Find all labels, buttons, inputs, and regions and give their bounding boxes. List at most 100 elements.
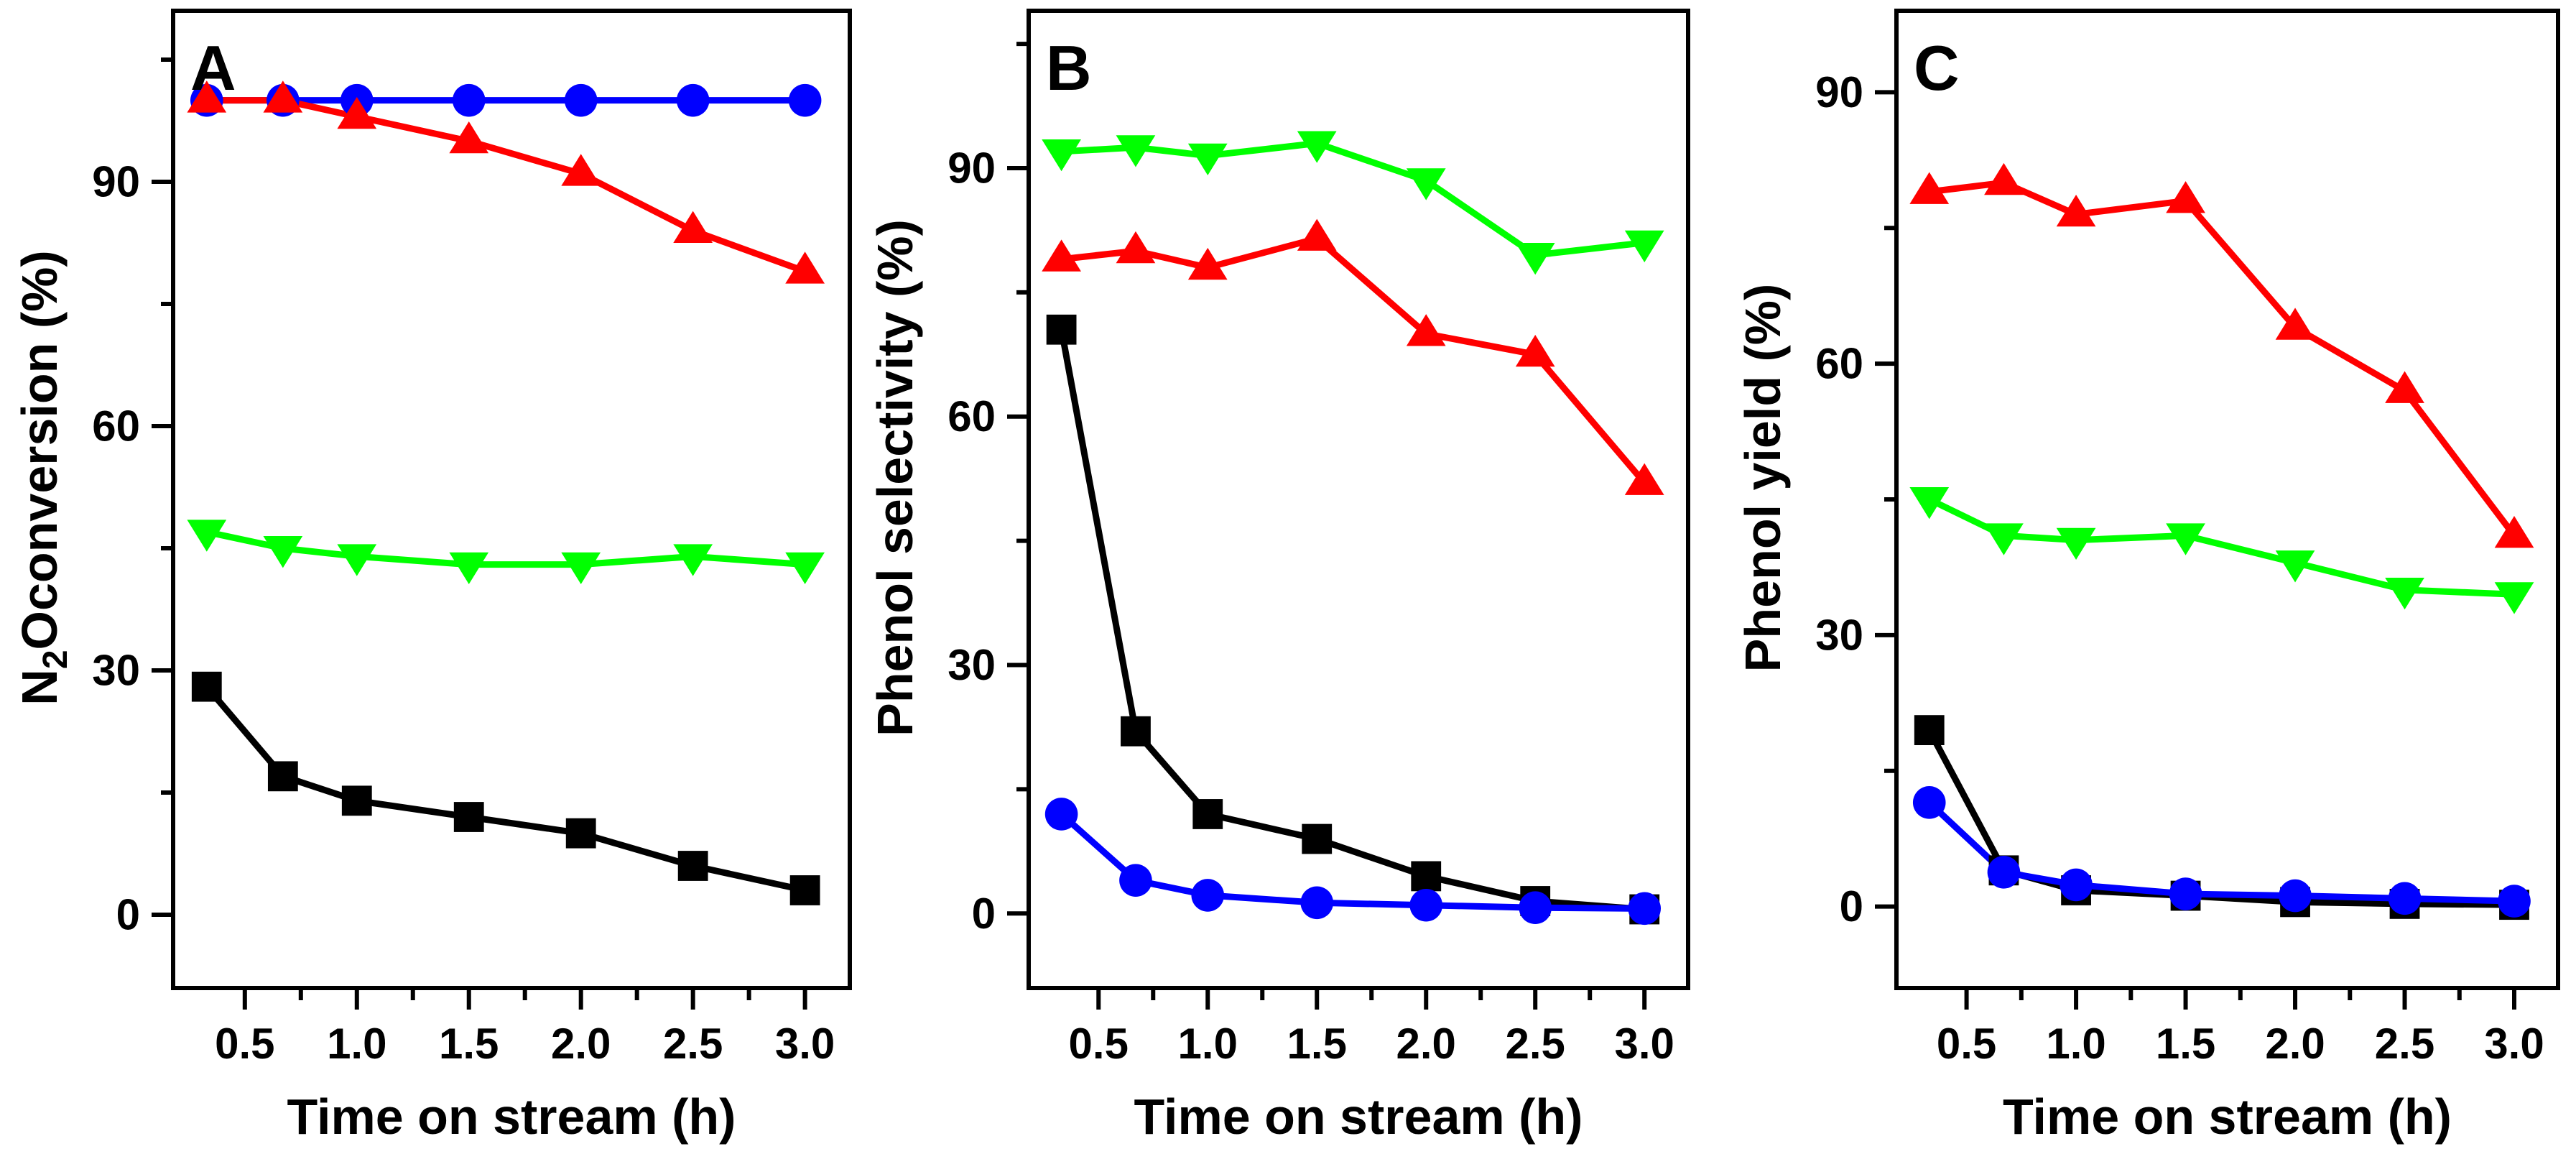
panel-a-black-square-point <box>453 802 484 832</box>
panel-c-red-triangle-up-point <box>2275 308 2315 340</box>
panel-b-green-triangle-down-point <box>1297 131 1337 163</box>
panel-c: 0 30 60 90 0.5 1.0 1.5 2.0 2.5 3.0 C Time on str… <box>1735 9 2560 1145</box>
panel-a-x-axis-label: Time on stream (h) <box>287 1089 736 1145</box>
panel-c-x-tick-label: 2.0 <box>2265 1020 2325 1068</box>
panel-b-y-tick-label: 30 <box>948 641 996 689</box>
panel-c-x-tick-label: 2.5 <box>2375 1020 2434 1068</box>
panel-c-green-triangle-down-point <box>2166 523 2205 555</box>
panel-c-y-tick-label: 30 <box>1815 611 1863 659</box>
panel-c-red-triangle-up-series-line <box>1929 179 2517 538</box>
panel-b-green-triangle-down-point <box>1624 230 1664 263</box>
panel-b-red-triangle-up-point <box>1042 239 1081 272</box>
panel-b-x-axis-label: Time on stream (h) <box>1134 1089 1583 1145</box>
panel-c-green-triangle-down-point <box>2056 527 2096 560</box>
panel-b-red-triangle-up-series-line <box>1061 235 1647 485</box>
panel-a-red-triangle-up-point <box>561 154 601 186</box>
panel-b-y-tick-label: 60 <box>948 392 996 440</box>
panel-b-x-ticks: 0.5 1.0 1.5 2.0 2.5 3.0 <box>1069 988 1674 1068</box>
panel-b-blue-circle-point <box>1119 864 1152 897</box>
panel-b-blue-circle-series-line <box>1059 811 1645 912</box>
panel-c-x-axis-label: Time on stream (h) <box>2003 1089 2452 1145</box>
panel-a-black-square-point <box>341 785 372 816</box>
panel-a-green-triangle-down-point <box>337 544 377 576</box>
panel-a-y-ticks: 0 30 60 90 <box>92 57 173 939</box>
panel-c-y-ticks: 0 30 60 90 <box>1815 68 1896 931</box>
panel-a-green-triangle-down-point <box>449 552 489 585</box>
panel-a-frame <box>171 9 852 990</box>
panel-c-series <box>1909 162 2534 920</box>
panel-c-label: C <box>1914 32 1960 103</box>
panel-a-y-axis-label-subscript: 2 <box>37 650 75 669</box>
panel-c-blue-circle-point <box>2060 868 2093 902</box>
panel-b-blue-circle-point <box>1300 886 1334 920</box>
panel-a-x-tick-label: 3.0 <box>775 1020 835 1068</box>
panel-a-red-triangle-up-point <box>673 211 713 243</box>
panel-c-blue-circle-point <box>2169 877 2202 910</box>
panel-b-red-triangle-up-point <box>1187 247 1228 280</box>
panel-b-y-tick-label: 90 <box>948 144 996 192</box>
panel-c-red-triangle-up-point <box>2385 371 2424 403</box>
panel-b-black-square-point <box>1121 716 1151 747</box>
panel-c-green-triangle-down-point <box>2275 550 2315 583</box>
panel-a-black-square-point <box>677 851 708 881</box>
panel-a-y-axis-label-suffix: Oconversion (%) <box>11 250 68 650</box>
panel-b-red-triangle-up-point <box>1624 463 1664 495</box>
panel-a-x-tick-label: 0.5 <box>215 1020 274 1068</box>
panel-b-x-tick-label: 2.5 <box>1506 1020 1565 1068</box>
panel-b-y-tick-label: 0 <box>972 890 996 938</box>
panel-a-y-axis-label-prefix: N <box>11 669 68 706</box>
panel-b-frame <box>1027 9 1690 990</box>
panel-c-green-triangle-down-point <box>1984 523 2024 555</box>
panel-c-black-square-point <box>1914 715 1945 746</box>
panel-c-green-triangle-down-point <box>2494 582 2534 614</box>
panel-c-red-triangle-up-point <box>1984 162 2024 195</box>
panel-a-red-triangle-up-point <box>449 121 489 154</box>
panel-a-y-axis-label: N2Oconversion (%) <box>11 250 75 705</box>
panel-b-black-square-point <box>1192 799 1223 829</box>
panel-b-green-triangle-down-point <box>1515 243 1555 275</box>
panel-a-x-tick-label: 1.5 <box>439 1020 499 1068</box>
panel-a-green-triangle-down-point <box>785 552 825 585</box>
panel-b-x-tick-label: 3.0 <box>1614 1020 1674 1068</box>
panel-c-red-triangle-up-point <box>2056 194 2096 227</box>
panel-a-x-tick-label: 2.0 <box>551 1020 611 1068</box>
panel-b-green-triangle-down-point <box>1406 168 1446 200</box>
panel-a-x-ticks: 0.5 1.0 1.5 2.0 2.5 3.0 <box>215 988 835 1068</box>
panel-c-y-tick-label: 0 <box>1840 882 1863 931</box>
panel-a-y-tick-label: 30 <box>92 647 140 695</box>
panel-a-red-triangle-up-point <box>785 251 825 284</box>
panel-a-green-triangle-down-point <box>263 536 303 568</box>
panel-c-blue-circle-point <box>2498 885 2531 918</box>
panel-b-blue-circle-point <box>1191 879 1225 912</box>
panel-b-y-axis-label: Phenol selectivity (%) <box>867 219 923 737</box>
panel-b-black-square-point <box>1411 861 1442 892</box>
panel-a-blue-circle-point <box>564 83 598 117</box>
panel-b-red-triangle-up-point <box>1515 334 1555 367</box>
panel-c-red-triangle-up-point <box>2494 516 2534 548</box>
panel-c-x-tick-label: 3.0 <box>2484 1020 2544 1068</box>
panel-a-green-triangle-down-point <box>561 552 601 585</box>
panel-c-y-tick-label: 90 <box>1815 68 1863 116</box>
panel-b-red-triangle-up-point <box>1116 231 1156 264</box>
panel-b-blue-circle-point <box>1044 798 1078 831</box>
panel-c-green-triangle-down-series-line <box>1927 496 2515 598</box>
panel-a-green-triangle-down-point <box>673 544 713 576</box>
panel-c-blue-circle-point <box>1987 856 2021 889</box>
panel-c-x-ticks: 0.5 1.0 1.5 2.0 2.5 3.0 <box>1937 988 2544 1068</box>
panel-b-green-triangle-down-point <box>1116 135 1156 167</box>
panel-a-red-triangle-up-series-line <box>206 97 807 274</box>
panel-c-blue-circle-point <box>2279 879 2312 913</box>
panel-a-red-triangle-up-point <box>263 80 303 113</box>
panel-c-blue-circle-point <box>1912 786 1946 819</box>
panel-b-green-triangle-down-point <box>1042 139 1081 172</box>
panel-b-green-triangle-down-series-line <box>1061 139 1645 259</box>
panel-c-frame <box>1894 9 2560 990</box>
panel-c-blue-circle-series-line <box>1927 800 2515 905</box>
panel-a-red-triangle-up-point <box>187 80 227 113</box>
panel-b-x-tick-label: 1.5 <box>1287 1020 1347 1068</box>
panel-b-x-tick-label: 2.0 <box>1396 1020 1456 1068</box>
panel-c-y-axis-label: Phenol yield (%) <box>1735 284 1791 673</box>
panel-b-blue-circle-point <box>1519 891 1552 925</box>
panel-a-x-tick-label: 1.0 <box>327 1020 386 1068</box>
